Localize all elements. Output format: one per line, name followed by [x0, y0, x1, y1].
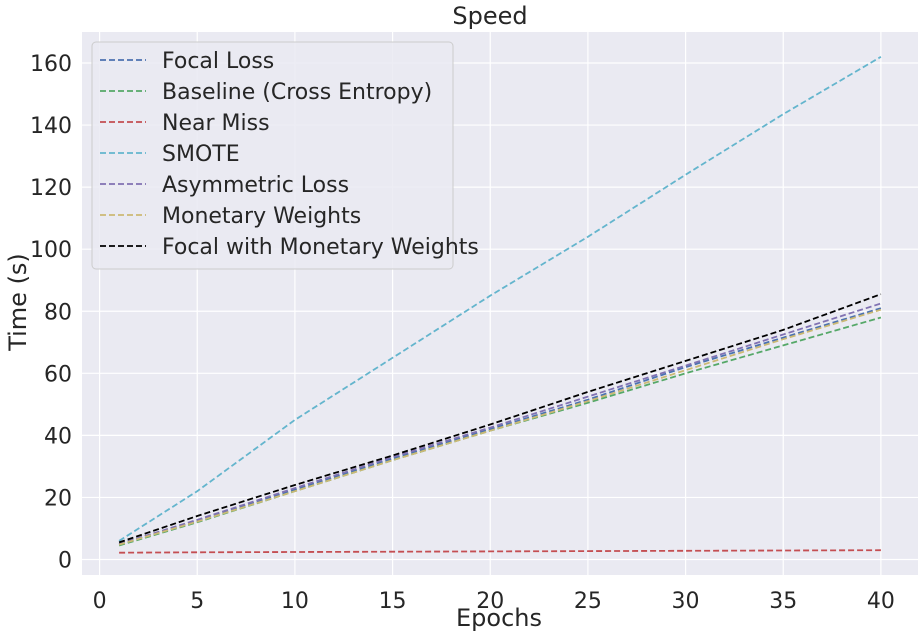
legend-label-focal-with-monetary-weights: Focal with Monetary Weights	[162, 235, 479, 260]
y-tick-labels: 0 20 40 60 80 100 120 140 160	[30, 52, 72, 573]
y-tick-label: 0	[58, 548, 72, 573]
x-tick-label: 30	[672, 589, 700, 614]
x-axis-title: Epochs	[456, 604, 542, 632]
legend: Focal Loss Baseline (Cross Entropy) Near M…	[91, 41, 479, 270]
series-line-monetary-weights	[118, 308, 882, 546]
x-tick-label: 40	[867, 589, 895, 614]
series-line-asymmetric-loss	[118, 302, 882, 545]
y-tick-label: 120	[30, 176, 72, 201]
x-tick-label: 35	[769, 589, 797, 614]
series-line-focal-loss	[118, 307, 882, 545]
y-tick-label: 20	[44, 486, 72, 511]
series-lines	[118, 56, 882, 554]
legend-box	[91, 41, 454, 270]
y-tick-label: 100	[30, 238, 72, 263]
legend-label-asymmetric-loss: Asymmetric Loss	[162, 173, 349, 198]
x-tick-label: 15	[379, 589, 407, 614]
legend-label-smote: SMOTE	[162, 142, 240, 167]
legend-label-focal-loss: Focal Loss	[162, 49, 274, 74]
y-tick-label: 60	[44, 362, 72, 387]
x-tick-labels: 0 5 10 15 20 25 30 35 40	[93, 589, 895, 614]
series-line-smote	[118, 56, 882, 542]
legend-label-baseline-cross-entropy: Baseline (Cross Entropy)	[162, 80, 432, 105]
y-tick-label: 80	[44, 300, 72, 325]
x-tick-label: 10	[281, 589, 309, 614]
x-tick-label: 20	[476, 589, 504, 614]
y-tick-label: 40	[44, 424, 72, 449]
x-tick-label: 5	[190, 589, 204, 614]
chart-title: Speed	[452, 2, 527, 30]
x-tick-label: 25	[574, 589, 602, 614]
y-tick-label: 140	[30, 114, 72, 139]
legend-label-near-miss: Near Miss	[162, 111, 270, 136]
y-tick-label: 160	[30, 52, 72, 77]
series-line-near-miss	[119, 549, 881, 554]
x-tick-label: 0	[93, 589, 107, 614]
series-line-focal-with-monetary-weights	[118, 293, 882, 544]
legend-label-monetary-weights: Monetary Weights	[162, 204, 361, 229]
y-axis-title: Time (s)	[4, 253, 32, 352]
